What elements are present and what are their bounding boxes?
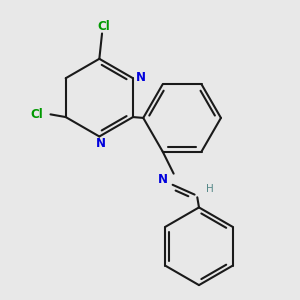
Text: Cl: Cl (30, 108, 43, 121)
Text: Cl: Cl (98, 20, 110, 32)
Text: N: N (158, 173, 167, 186)
Text: H: H (206, 184, 214, 194)
Text: N: N (96, 137, 106, 150)
Text: N: N (135, 71, 146, 84)
